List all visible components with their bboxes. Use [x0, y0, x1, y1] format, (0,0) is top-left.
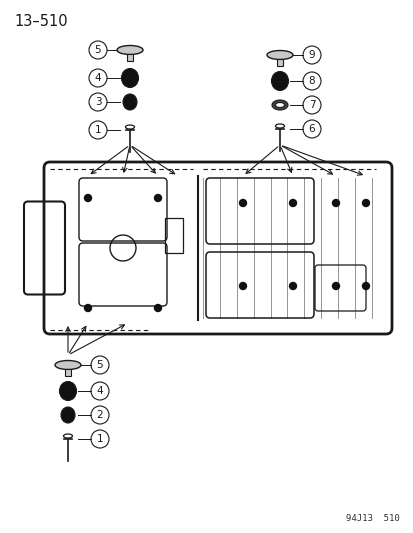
- Text: 8: 8: [308, 76, 315, 86]
- Circle shape: [332, 199, 339, 206]
- FancyBboxPatch shape: [65, 369, 71, 376]
- Circle shape: [84, 195, 91, 201]
- Text: 1: 1: [95, 125, 101, 135]
- Ellipse shape: [271, 100, 287, 110]
- FancyBboxPatch shape: [276, 59, 282, 66]
- Text: 4: 4: [95, 73, 101, 83]
- Ellipse shape: [117, 45, 142, 54]
- Circle shape: [154, 304, 161, 311]
- Ellipse shape: [123, 94, 137, 110]
- Text: 1: 1: [97, 434, 103, 444]
- Circle shape: [362, 199, 369, 206]
- Circle shape: [84, 304, 91, 311]
- Circle shape: [239, 199, 246, 206]
- Circle shape: [239, 282, 246, 289]
- Ellipse shape: [59, 382, 76, 400]
- Text: 6: 6: [308, 124, 315, 134]
- Text: 13–510: 13–510: [14, 14, 67, 29]
- Circle shape: [362, 282, 369, 289]
- Text: 3: 3: [95, 97, 101, 107]
- FancyBboxPatch shape: [127, 54, 133, 61]
- Ellipse shape: [266, 51, 292, 60]
- Text: 5: 5: [97, 360, 103, 370]
- Circle shape: [332, 282, 339, 289]
- Ellipse shape: [121, 69, 138, 87]
- Circle shape: [154, 195, 161, 201]
- Ellipse shape: [271, 71, 288, 91]
- Text: 9: 9: [308, 50, 315, 60]
- Text: 2: 2: [97, 410, 103, 420]
- Ellipse shape: [275, 102, 284, 108]
- Text: 4: 4: [97, 386, 103, 396]
- Text: 94J13  510: 94J13 510: [345, 514, 399, 523]
- Text: 7: 7: [308, 100, 315, 110]
- Circle shape: [289, 282, 296, 289]
- Ellipse shape: [61, 407, 75, 423]
- Text: 5: 5: [95, 45, 101, 55]
- Ellipse shape: [55, 360, 81, 369]
- Circle shape: [289, 199, 296, 206]
